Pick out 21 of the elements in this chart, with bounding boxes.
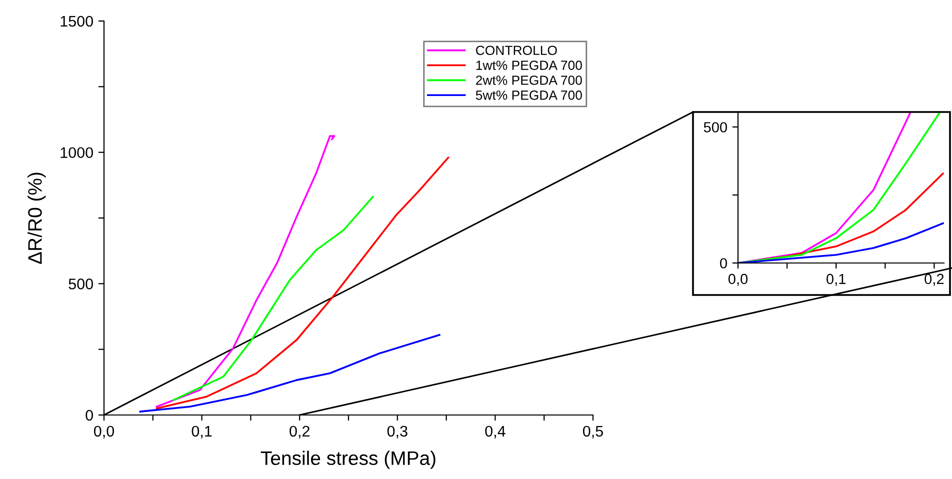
- legend-label: 1wt% PEGDA 700: [476, 60, 582, 70]
- y-tick-label: 1000: [60, 147, 93, 158]
- y-axis-title: ΔR/R0 (%): [28, 172, 46, 264]
- x-axis-title: Tensile stress (MPa): [260, 450, 436, 469]
- legend-label: 5wt% PEGDA 700: [476, 90, 582, 100]
- y-tick-label: 500: [68, 278, 93, 290]
- x-tick-label: 0,2: [290, 426, 310, 438]
- x-tick-label: 0,0: [94, 426, 114, 438]
- x-tick-label: 0,4: [485, 426, 506, 438]
- x-tick-label: 0,3: [387, 426, 408, 438]
- x-tick-label: 0,5: [582, 426, 603, 438]
- x-tick-label: 0,1: [192, 426, 212, 438]
- x-tick-label: 0,0: [728, 274, 748, 286]
- x-tick-label: 0,2: [924, 274, 944, 286]
- y-tick-label: 0: [86, 410, 93, 421]
- x-tick-label: 0,1: [826, 274, 846, 286]
- legend-label: 2wt% PEGDA 700: [476, 76, 582, 85]
- y-tick-label: 1500: [60, 16, 93, 27]
- y-tick-label: 0: [720, 258, 728, 268]
- legend-label: CONTROLLO: [476, 46, 557, 56]
- y-tick-label: 500: [704, 122, 728, 132]
